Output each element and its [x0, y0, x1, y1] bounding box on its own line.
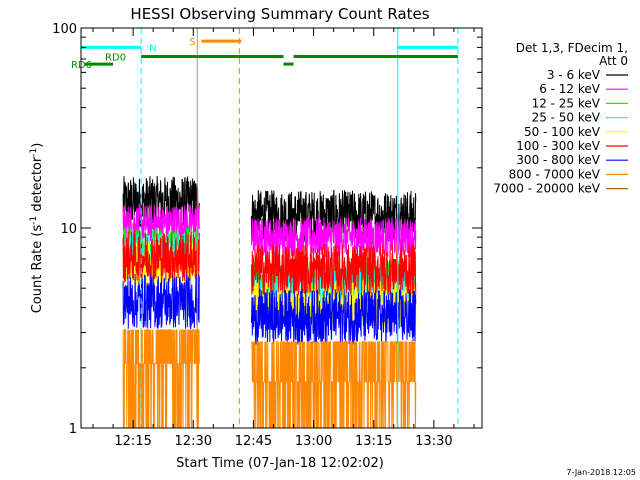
axis-ticks: 12:15 12:30 12:45 13:00 13:15 13:30 1 10 100	[52, 22, 482, 449]
legend-label-9: 7000 - 20000 keV	[493, 182, 600, 196]
series-7-segment-2	[250, 287, 417, 345]
series-2-segment-1	[122, 203, 200, 244]
x-tick-label-2: 12:30	[175, 434, 212, 449]
y-axis-label-sup2: -1	[29, 148, 39, 157]
legend-label-7: 300 - 800 keV	[516, 153, 600, 167]
legend-label-3: 12 - 25 keV	[532, 96, 601, 110]
flag-n-label: N	[149, 43, 156, 54]
series-7	[122, 273, 417, 345]
flag-s-label: S	[189, 37, 195, 48]
y-tick-label-2: 10	[60, 222, 77, 237]
y-tick-label-1: 1	[69, 422, 77, 437]
y-axis-label: Count Rate (s-1 detector-1)	[29, 143, 45, 314]
x-tick-label-5: 13:15	[355, 434, 392, 449]
series-7-segment-1	[122, 273, 200, 330]
chart-title: HESSI Observing Summary Count Rates	[130, 5, 429, 23]
series-6-segment-2	[250, 243, 417, 296]
flag-n: N	[81, 43, 458, 54]
flag-rd0: RD0	[105, 53, 458, 64]
x-tick-label-4: 13:00	[295, 434, 332, 449]
y-axis-label-sup1: -1	[29, 216, 39, 225]
legend-label-2: 6 - 12 keV	[539, 82, 601, 96]
series-8-segment-1	[122, 329, 200, 429]
series-2-segment-2	[250, 217, 417, 259]
y-axis-label-main: Count Rate (s	[30, 225, 45, 314]
y-axis-label-mid: detector	[30, 156, 45, 216]
series-6-segment-1	[122, 230, 200, 283]
x-axis-label: Start Time (07-Jan-18 12:02:02)	[176, 456, 384, 471]
flag-rd0-label: RD0	[105, 53, 126, 64]
x-tick-label-3: 12:45	[235, 434, 272, 449]
series-8	[122, 329, 417, 429]
y-tick-label-3: 100	[52, 22, 77, 37]
flag-s: S	[189, 37, 242, 48]
legend-header-line-1: Det 1,3, FDecim 1,	[516, 41, 628, 55]
x-tick-label-1: 12:15	[114, 434, 151, 449]
x-tick-label-6: 13:30	[415, 434, 452, 449]
series-6	[122, 230, 417, 296]
legend-label-8: 800 - 7000 keV	[509, 167, 601, 181]
series-8-segment-2	[251, 341, 417, 429]
legend-label-1: 3 - 6 keV	[547, 68, 601, 82]
legend-label-4: 25 - 50 keV	[532, 111, 601, 125]
legend-header-line-2: Att 0	[599, 54, 628, 68]
y-axis-label-end: )	[30, 143, 45, 148]
footer-date: 7-Jan-2018 12:05	[566, 468, 636, 477]
series-2	[122, 203, 417, 259]
legend-label-5: 50 - 100 keV	[524, 125, 601, 139]
legend-label-6: 100 - 300 keV	[516, 139, 600, 153]
